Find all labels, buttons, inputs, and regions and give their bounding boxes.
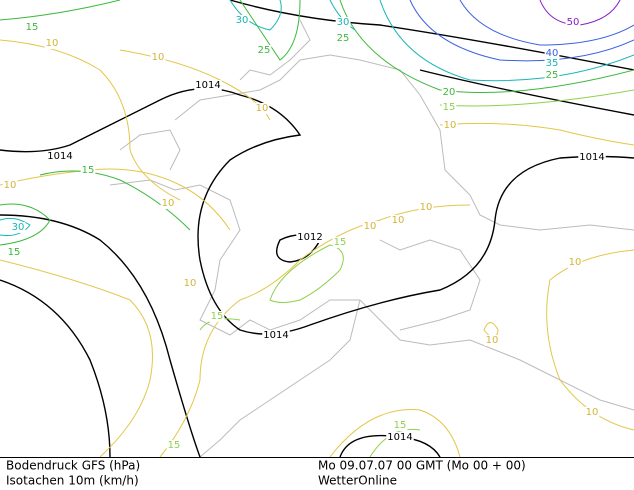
isotach-label: 15 bbox=[82, 165, 95, 176]
isotach-label: 30 bbox=[12, 222, 25, 233]
isotach-label: 15 bbox=[168, 440, 181, 451]
country-borders bbox=[109, 19, 634, 458]
label-background bbox=[484, 335, 500, 346]
label-background bbox=[544, 70, 560, 81]
isobar-label: 1014 bbox=[263, 330, 288, 341]
footer-field: Bodendruck GFS (hPa) bbox=[6, 459, 140, 473]
label-background bbox=[2, 180, 18, 191]
isotach-label: 10 bbox=[4, 180, 17, 191]
label-background bbox=[194, 80, 222, 91]
label-background bbox=[166, 440, 182, 451]
label-background bbox=[44, 38, 60, 49]
label-background bbox=[362, 221, 378, 232]
isotach-label: 10 bbox=[162, 198, 175, 209]
isotach-label: 10 bbox=[152, 52, 165, 63]
isotach-label: 10 bbox=[569, 257, 582, 268]
isotach-label: 15 bbox=[394, 420, 407, 431]
label-background bbox=[565, 17, 581, 28]
isotach-label: 25 bbox=[337, 33, 350, 44]
isotach-labels: 15 10 10 30 25 30 25 10 20 15 10 40 35 2… bbox=[2, 15, 600, 451]
isotach-label: 10 bbox=[364, 221, 377, 232]
isotach-label: 35 bbox=[546, 58, 559, 69]
map-background bbox=[0, 0, 634, 457]
footer-time: Mo 09.07.07 00 GMT (Mo 00 + 00) bbox=[318, 459, 526, 473]
label-background bbox=[578, 152, 606, 163]
label-background bbox=[584, 407, 600, 418]
label-background bbox=[80, 165, 96, 176]
isotach-label: 15 bbox=[443, 102, 456, 113]
isotach-label: 10 bbox=[586, 407, 599, 418]
footer: Bodendruck GFS (hPa) Isotachen 10m (km/h… bbox=[6, 459, 526, 488]
label-background bbox=[262, 330, 290, 341]
label-background bbox=[234, 15, 250, 26]
isotach-label: 15 bbox=[334, 237, 347, 248]
isotach-label: 30 bbox=[337, 17, 350, 28]
label-background bbox=[418, 202, 434, 213]
isotach-label: 10 bbox=[46, 38, 59, 49]
isotach-label: 15 bbox=[8, 247, 21, 258]
isobar-label: 1014 bbox=[195, 80, 220, 91]
isobar-label: 1014 bbox=[387, 432, 412, 443]
label-background bbox=[296, 232, 324, 243]
isobar-label: 1014 bbox=[579, 152, 604, 163]
footer-source: WetterOnline bbox=[318, 474, 397, 488]
label-background bbox=[335, 17, 351, 28]
label-background bbox=[567, 257, 583, 268]
isobar-labels: 1014 1014 1014 1012 1014 1014 bbox=[46, 80, 606, 443]
isotach-label: 50 bbox=[567, 17, 580, 28]
label-background bbox=[24, 22, 40, 33]
isotach-label: 25 bbox=[258, 45, 271, 56]
isotach-label: 10 bbox=[256, 103, 269, 114]
label-background bbox=[10, 222, 26, 233]
isotach-label: 10 bbox=[444, 120, 457, 131]
label-background bbox=[150, 52, 166, 63]
label-background bbox=[441, 102, 457, 113]
isotachs bbox=[0, 0, 634, 458]
label-background bbox=[6, 247, 22, 258]
isotach-label: 25 bbox=[546, 70, 559, 81]
isotach-label: 30 bbox=[236, 15, 249, 26]
isotach-label: 15 bbox=[211, 311, 224, 322]
label-background bbox=[160, 198, 176, 209]
label-background bbox=[386, 432, 414, 443]
label-background bbox=[544, 58, 560, 69]
label-background bbox=[335, 33, 351, 44]
label-background bbox=[441, 87, 457, 98]
isobar-label: 1014 bbox=[47, 151, 72, 162]
label-background bbox=[209, 311, 225, 322]
label-background bbox=[254, 103, 270, 114]
label-background bbox=[392, 420, 408, 431]
label-background bbox=[390, 215, 406, 226]
label-background bbox=[442, 120, 458, 131]
label-background bbox=[544, 48, 560, 59]
isotach-label: 10 bbox=[486, 335, 499, 346]
isobar-label: 1012 bbox=[297, 232, 322, 243]
footer-overlay: Isotachen 10m (km/h) bbox=[6, 474, 139, 488]
isotach-label: 10 bbox=[184, 278, 197, 289]
isotach-label: 40 bbox=[546, 48, 559, 59]
isotach-label: 10 bbox=[420, 202, 433, 213]
label-background bbox=[182, 278, 198, 289]
isotach-label: 15 bbox=[26, 22, 39, 33]
label-background bbox=[46, 151, 74, 162]
label-background bbox=[256, 45, 272, 56]
isotach-label: 10 bbox=[392, 215, 405, 226]
isotach-label: 20 bbox=[443, 87, 456, 98]
label-background bbox=[332, 237, 348, 248]
